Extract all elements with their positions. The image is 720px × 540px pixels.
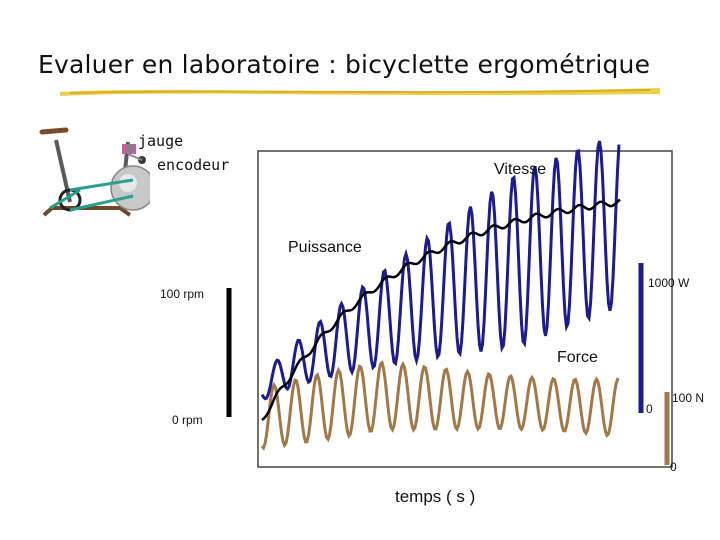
bike-seat <box>39 127 69 135</box>
chain <box>69 178 134 212</box>
encoder-label: encodeur <box>157 156 230 174</box>
power-series-line <box>260 140 621 401</box>
title-underline <box>60 88 660 96</box>
puissance-label: Puissance <box>288 239 362 256</box>
bike-frame <box>42 206 132 217</box>
slide-title: Evaluer en laboratoire : bicyclette ergo… <box>38 50 651 79</box>
vitesse-label: Vitesse <box>494 161 546 178</box>
gauge-label: jauge <box>138 132 184 150</box>
watt-bottom-label: 0 <box>646 402 653 416</box>
rpm-top-label: 100 rpm <box>160 287 204 301</box>
x-axis-label: temps ( s ) <box>395 487 475 506</box>
force-series-line <box>260 360 620 451</box>
rpm-bottom-label: 0 rpm <box>172 413 203 427</box>
newton-top-label: 100 N <box>672 391 704 405</box>
newton-bottom-label: 0 <box>670 460 677 474</box>
plot-frame <box>257 150 673 468</box>
watt-top-label: 1000 W <box>648 276 690 290</box>
force-label: Force <box>557 349 598 366</box>
ergometer-bike-illustration <box>39 127 150 217</box>
speed-series-line <box>261 198 621 421</box>
